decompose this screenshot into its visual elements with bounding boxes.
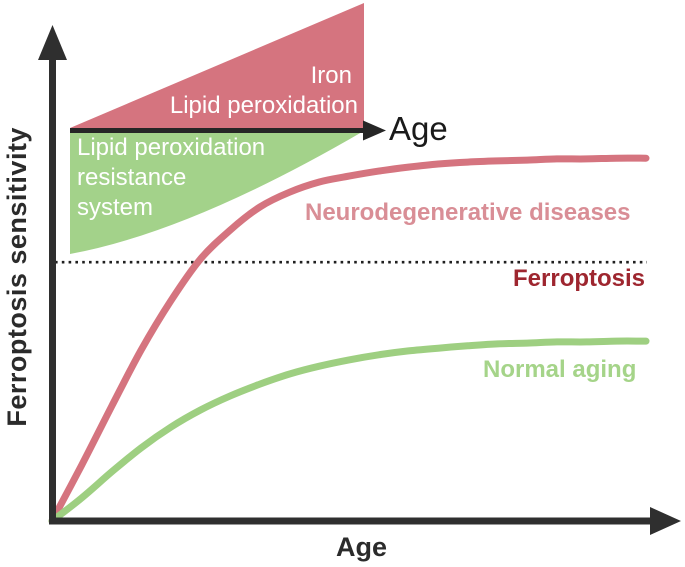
resistance-system-line-3: system xyxy=(77,194,154,221)
normal-aging-curve xyxy=(48,337,650,525)
resistance-system-line-1: Lipid peroxidation xyxy=(77,134,266,161)
inset-age-label: Age xyxy=(389,110,448,147)
neurodegenerative-diseases-curve xyxy=(48,154,650,525)
lipid-peroxidation-resistance-wedge xyxy=(70,132,362,254)
resistance-system-label: Lipid peroxidation resistance system xyxy=(77,133,265,223)
iron-lipid-peroxidation-wedge xyxy=(70,3,364,128)
y-axis-arrowhead-icon xyxy=(38,25,67,60)
resistance-system-line-2: resistance xyxy=(77,164,187,191)
ferroptosis-threshold-label: Ferroptosis xyxy=(513,265,646,292)
x-axis-label: Age xyxy=(336,532,388,562)
normal-aging-label: Normal aging xyxy=(483,356,637,383)
x-axis-arrowhead-icon xyxy=(650,507,681,535)
inset-age-arrowhead-icon xyxy=(363,120,386,141)
lipid-peroxidation-label: Lipid peroxidation xyxy=(169,92,358,119)
y-axis-label: Ferroptosis sensitivity xyxy=(2,127,33,427)
neurodegenerative-diseases-label: Neurodegenerative diseases xyxy=(305,199,631,226)
iron-label: Iron xyxy=(310,62,352,89)
